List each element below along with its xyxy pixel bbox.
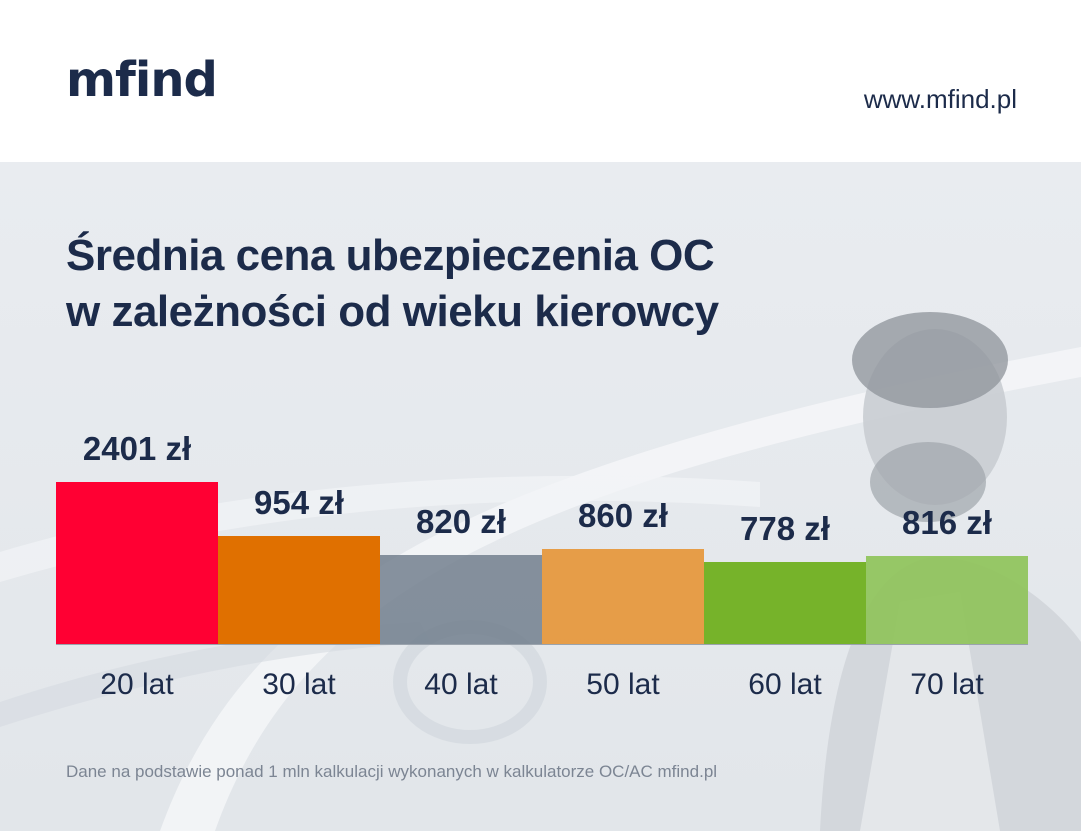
bar-70-lat <box>866 556 1028 644</box>
bar-30-lat <box>218 536 380 644</box>
value-label-40-lat: 820 zł <box>416 503 506 540</box>
bar-60-lat <box>704 562 866 644</box>
bar-50-lat <box>542 549 704 644</box>
category-label-50-lat: 50 lat <box>586 668 660 701</box>
category-label-60-lat: 60 lat <box>748 668 822 701</box>
site-url[interactable]: www.mfind.pl <box>863 84 1017 114</box>
bar-40-lat <box>380 555 542 644</box>
value-label-30-lat: 954 zł <box>254 484 344 521</box>
mfind-logo[interactable]: mfind <box>66 52 218 108</box>
value-label-60-lat: 778 zł <box>740 510 830 547</box>
value-label-70-lat: 816 zł <box>902 504 992 541</box>
category-label-20-lat: 20 lat <box>100 668 174 701</box>
source-footnote: Dane na podstawie ponad 1 mln kalkulacji… <box>66 762 718 781</box>
value-label-20-lat: 2401 zł <box>83 430 191 467</box>
chart-title-line-2: w zależności od wieku kierowcy <box>66 287 719 336</box>
chart-title: Średnia cena ubezpieczenia OC w zależnoś… <box>66 228 719 340</box>
value-label-50-lat: 860 zł <box>578 497 668 534</box>
header: mfind www.mfind.pl <box>0 0 1081 162</box>
category-label-40-lat: 40 lat <box>424 668 498 701</box>
category-label-70-lat: 70 lat <box>910 668 984 701</box>
category-label-30-lat: 30 lat <box>262 668 336 701</box>
bar-20-lat <box>56 482 218 644</box>
chart-title-line-1: Średnia cena ubezpieczenia OC <box>66 231 715 280</box>
